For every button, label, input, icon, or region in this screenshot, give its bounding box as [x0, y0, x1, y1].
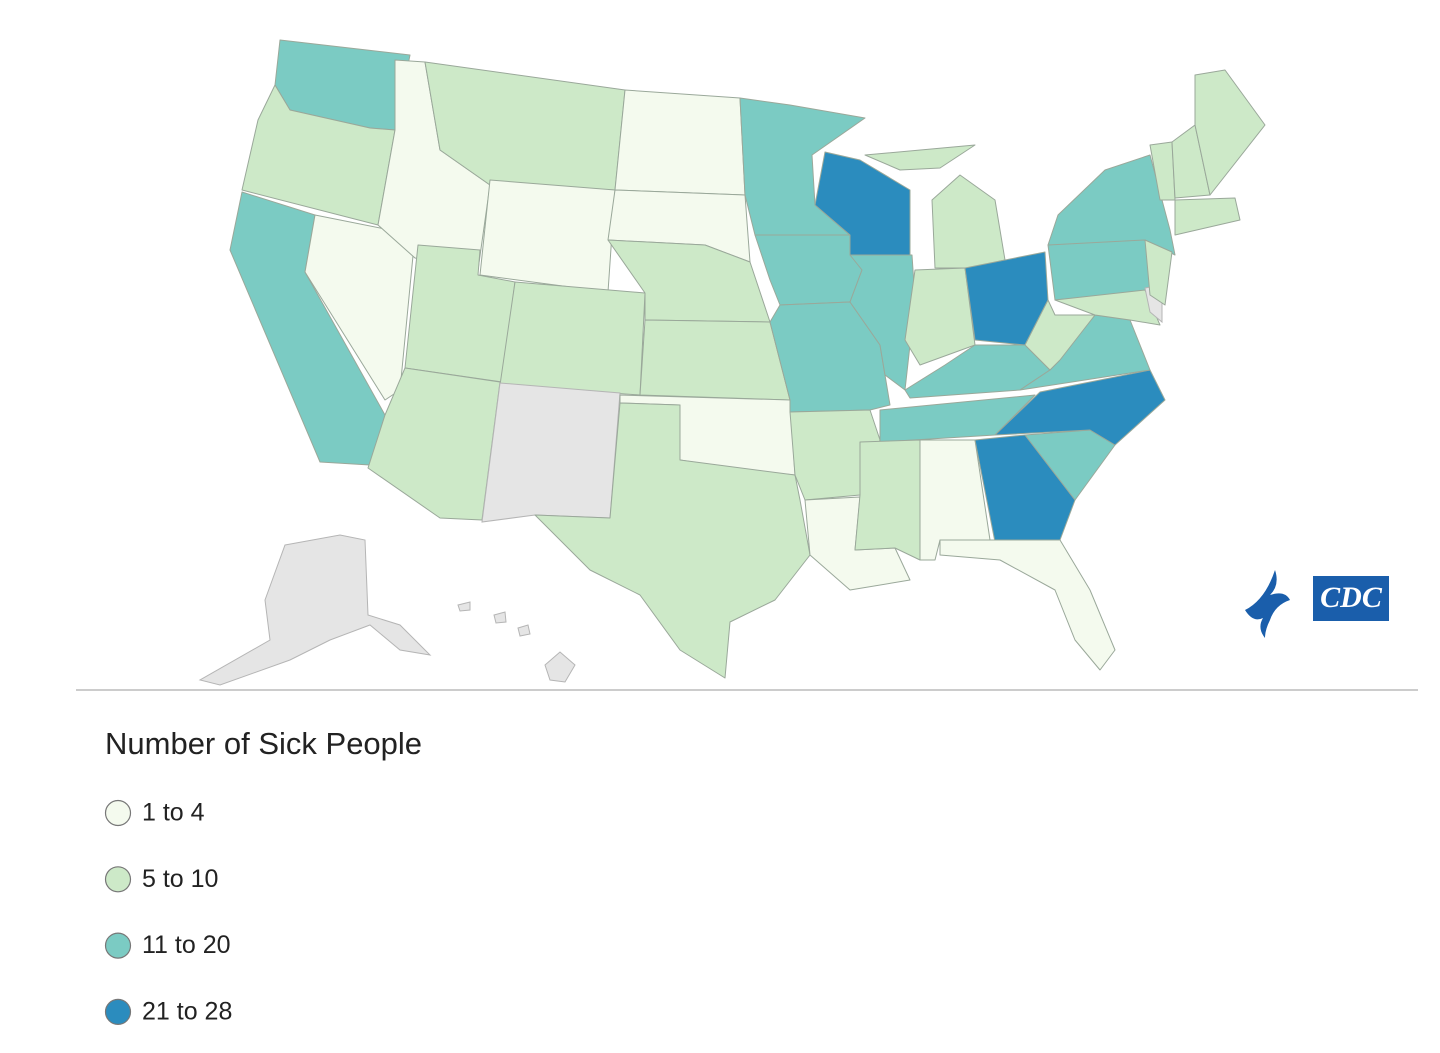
state — [1047, 154, 1176, 256]
logo-text: CDC — [1320, 581, 1383, 614]
legend: 1 to 4 5 to 10 11 to 20 21 to 28 — [104, 799, 232, 1026]
state — [864, 144, 976, 171]
state — [499, 281, 646, 396]
logo-box — [1313, 576, 1389, 621]
state — [904, 267, 976, 366]
legend-title: Number of Sick People — [105, 726, 422, 761]
state-no-data — [493, 611, 507, 624]
legend-swatch — [104, 998, 132, 1026]
legend-label: 1 to 4 — [142, 799, 205, 827]
state — [1194, 69, 1266, 196]
state — [1174, 197, 1241, 236]
state — [614, 89, 746, 196]
state-no-data — [198, 534, 432, 686]
state — [1144, 239, 1173, 306]
state-no-data — [481, 382, 621, 523]
legend-swatch — [104, 866, 132, 893]
state-no-data — [517, 624, 531, 637]
states — [198, 39, 1266, 686]
state-no-data — [544, 651, 576, 683]
legend-swatch — [104, 799, 132, 827]
hhs-eagle — [1245, 570, 1290, 638]
legend-label: 21 to 28 — [142, 998, 232, 1026]
state — [849, 254, 916, 391]
state — [931, 174, 1006, 269]
state — [754, 234, 863, 306]
state — [534, 402, 811, 679]
state — [974, 434, 1076, 543]
state — [367, 367, 501, 521]
state — [939, 539, 1116, 671]
legend-swatch — [104, 932, 132, 959]
state-no-data — [457, 601, 471, 612]
cdc-logo: CDC — [1245, 570, 1389, 638]
legend-label: 11 to 20 — [142, 931, 231, 959]
state — [1054, 289, 1161, 326]
state — [639, 319, 791, 401]
state — [479, 179, 616, 293]
state — [994, 369, 1166, 446]
state — [1149, 141, 1176, 201]
legend-label: 5 to 10 — [142, 865, 218, 893]
state — [854, 439, 921, 561]
